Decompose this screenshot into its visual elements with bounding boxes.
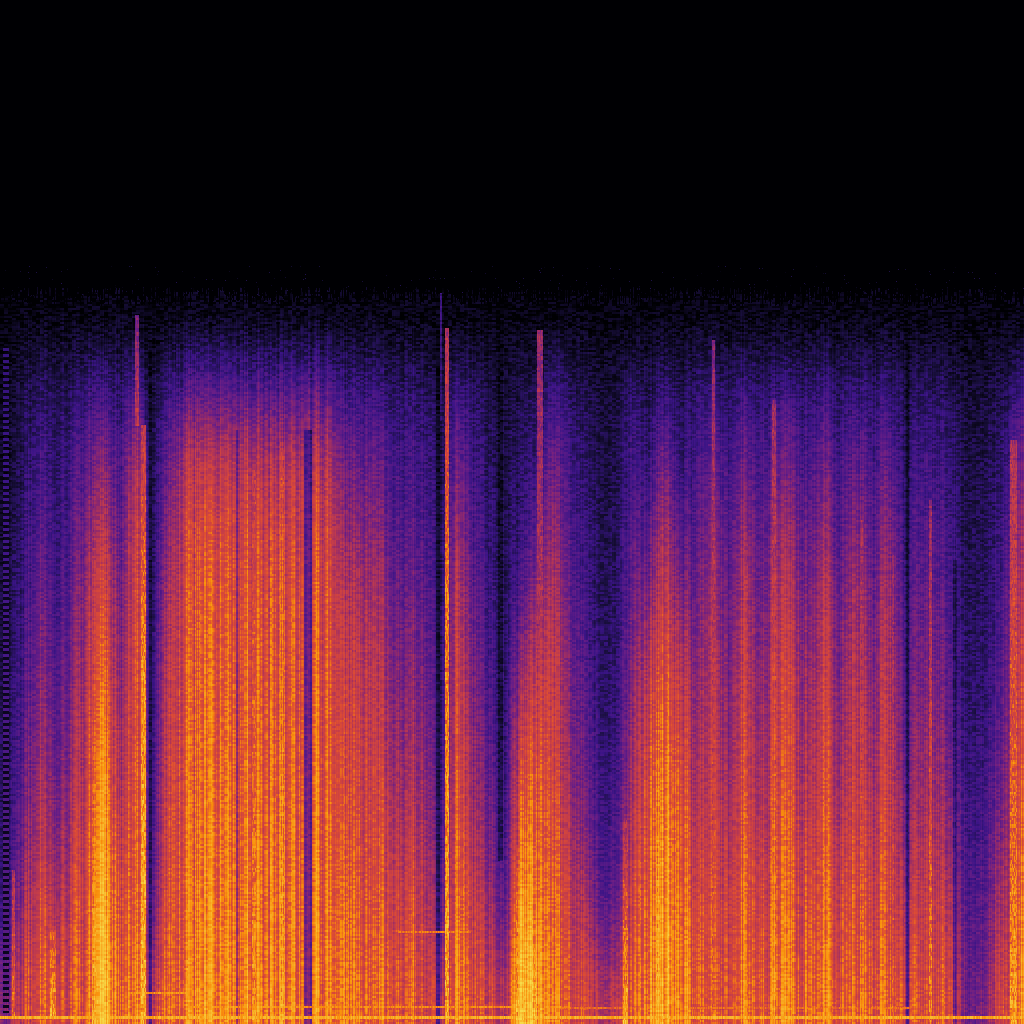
spectrogram-canvas [0, 0, 1024, 1024]
spectrogram-screenshot [0, 0, 1024, 1024]
